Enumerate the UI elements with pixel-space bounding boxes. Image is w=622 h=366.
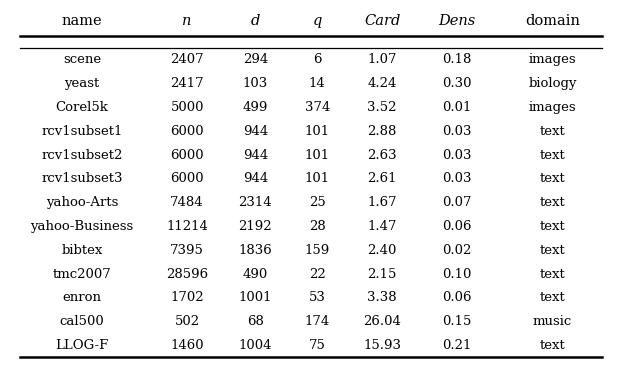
Text: rcv1subset1: rcv1subset1 <box>41 125 123 138</box>
Text: 68: 68 <box>247 315 264 328</box>
Text: 15.93: 15.93 <box>363 339 401 352</box>
Text: 944: 944 <box>243 172 268 185</box>
Text: 53: 53 <box>309 291 326 305</box>
Text: 174: 174 <box>305 315 330 328</box>
Text: text: text <box>540 339 565 352</box>
Text: enron: enron <box>62 291 101 305</box>
Text: images: images <box>529 101 577 114</box>
Text: 6000: 6000 <box>170 125 204 138</box>
Text: domain: domain <box>525 14 580 29</box>
Text: LLOG-F: LLOG-F <box>55 339 108 352</box>
Text: text: text <box>540 220 565 233</box>
Text: 7395: 7395 <box>170 244 204 257</box>
Text: 2192: 2192 <box>238 220 272 233</box>
Text: 2.88: 2.88 <box>368 125 397 138</box>
Text: 7484: 7484 <box>170 196 204 209</box>
Text: text: text <box>540 125 565 138</box>
Text: 1.47: 1.47 <box>368 220 397 233</box>
Text: n: n <box>182 14 192 29</box>
Text: 101: 101 <box>305 149 330 161</box>
Text: 0.07: 0.07 <box>442 196 471 209</box>
Text: 2.61: 2.61 <box>368 172 397 185</box>
Text: 1004: 1004 <box>238 339 272 352</box>
Text: 2417: 2417 <box>170 77 204 90</box>
Text: 0.21: 0.21 <box>442 339 471 352</box>
Text: 101: 101 <box>305 172 330 185</box>
Text: 1001: 1001 <box>238 291 272 305</box>
Text: 0.30: 0.30 <box>442 77 471 90</box>
Text: 28: 28 <box>309 220 325 233</box>
Text: 101: 101 <box>305 125 330 138</box>
Text: 75: 75 <box>309 339 326 352</box>
Text: text: text <box>540 291 565 305</box>
Text: 0.06: 0.06 <box>442 291 471 305</box>
Text: 2.15: 2.15 <box>368 268 397 280</box>
Text: yeast: yeast <box>64 77 100 90</box>
Text: 26.04: 26.04 <box>363 315 401 328</box>
Text: 2314: 2314 <box>238 196 272 209</box>
Text: biology: biology <box>528 77 577 90</box>
Text: 944: 944 <box>243 125 268 138</box>
Text: 0.15: 0.15 <box>442 315 471 328</box>
Text: 3.38: 3.38 <box>368 291 397 305</box>
Text: 0.18: 0.18 <box>442 53 471 66</box>
Text: text: text <box>540 172 565 185</box>
Text: scene: scene <box>63 53 101 66</box>
Text: 0.03: 0.03 <box>442 149 471 161</box>
Text: 0.10: 0.10 <box>442 268 471 280</box>
Text: 5000: 5000 <box>170 101 204 114</box>
Text: 490: 490 <box>243 268 268 280</box>
Text: name: name <box>62 14 102 29</box>
Text: 0.06: 0.06 <box>442 220 471 233</box>
Text: 103: 103 <box>243 77 268 90</box>
Text: 28596: 28596 <box>166 268 208 280</box>
Text: 159: 159 <box>305 244 330 257</box>
Text: 6000: 6000 <box>170 149 204 161</box>
Text: bibtex: bibtex <box>61 244 103 257</box>
Text: rcv1subset3: rcv1subset3 <box>41 172 123 185</box>
Text: yahoo-Business: yahoo-Business <box>30 220 134 233</box>
Text: 1702: 1702 <box>170 291 204 305</box>
Text: 4.24: 4.24 <box>368 77 397 90</box>
Text: 944: 944 <box>243 149 268 161</box>
Text: Dens: Dens <box>438 14 475 29</box>
Text: images: images <box>529 53 577 66</box>
Text: 1.67: 1.67 <box>368 196 397 209</box>
Text: 6000: 6000 <box>170 172 204 185</box>
Text: 14: 14 <box>309 77 325 90</box>
Text: 2407: 2407 <box>170 53 204 66</box>
Text: 0.02: 0.02 <box>442 244 471 257</box>
Text: 0.01: 0.01 <box>442 101 471 114</box>
Text: 499: 499 <box>243 101 268 114</box>
Text: 502: 502 <box>175 315 200 328</box>
Text: Corel5k: Corel5k <box>55 101 108 114</box>
Text: text: text <box>540 196 565 209</box>
Text: music: music <box>533 315 572 328</box>
Text: 2.40: 2.40 <box>368 244 397 257</box>
Text: cal500: cal500 <box>60 315 104 328</box>
Text: 22: 22 <box>309 268 325 280</box>
Text: yahoo-Arts: yahoo-Arts <box>45 196 118 209</box>
Text: 11214: 11214 <box>166 220 208 233</box>
Text: tmc2007: tmc2007 <box>52 268 111 280</box>
Text: 294: 294 <box>243 53 268 66</box>
Text: text: text <box>540 244 565 257</box>
Text: d: d <box>251 14 260 29</box>
Text: text: text <box>540 149 565 161</box>
Text: 0.03: 0.03 <box>442 172 471 185</box>
Text: 2.63: 2.63 <box>368 149 397 161</box>
Text: 374: 374 <box>305 101 330 114</box>
Text: q: q <box>312 14 322 29</box>
Text: Card: Card <box>364 14 401 29</box>
Text: text: text <box>540 268 565 280</box>
Text: 6: 6 <box>313 53 322 66</box>
Text: rcv1subset2: rcv1subset2 <box>41 149 123 161</box>
Text: 1836: 1836 <box>238 244 272 257</box>
Text: 1.07: 1.07 <box>368 53 397 66</box>
Text: 3.52: 3.52 <box>368 101 397 114</box>
Text: 1460: 1460 <box>170 339 204 352</box>
Text: 0.03: 0.03 <box>442 125 471 138</box>
Text: 25: 25 <box>309 196 325 209</box>
